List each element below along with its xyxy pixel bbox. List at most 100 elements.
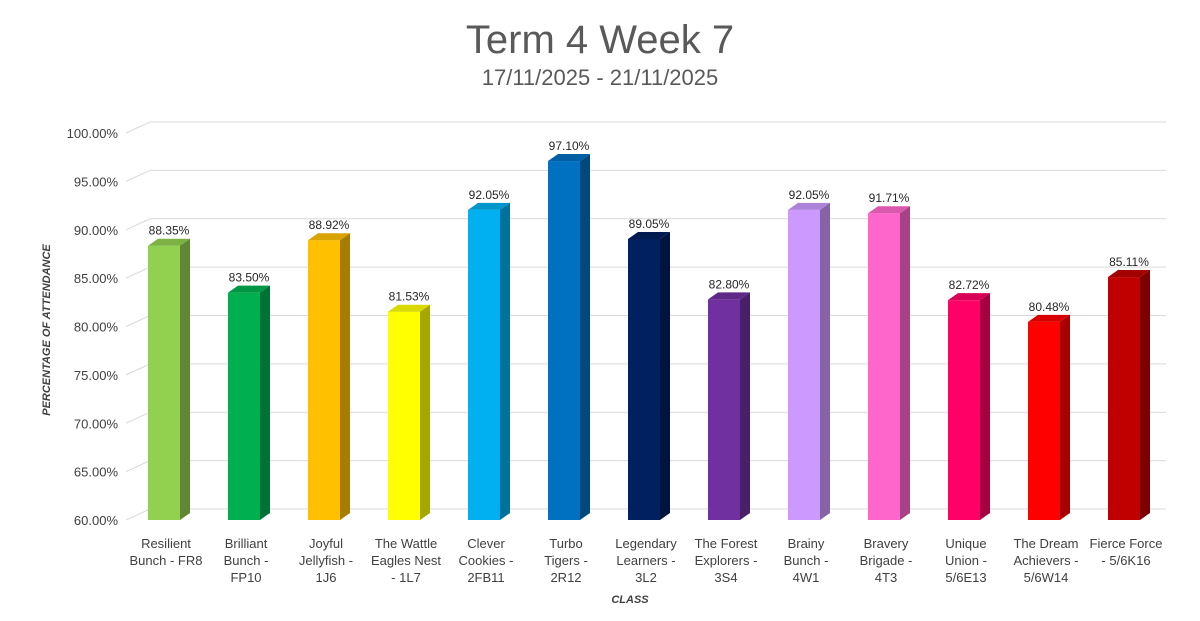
bar-side [660, 231, 670, 520]
category-label-line: Union - [945, 553, 987, 568]
y-tick-label: 90.00% [74, 223, 119, 238]
bar-top [228, 285, 270, 293]
category-label-line: Fierce Force [1090, 536, 1163, 551]
category-label-line: Bunch - FR8 [130, 553, 203, 568]
bar-side [500, 202, 510, 520]
category-label-line: Brainy [788, 536, 825, 551]
data-label: 89.05% [629, 217, 670, 231]
bar-top [308, 233, 350, 241]
category-label-line: - 1L7 [391, 570, 421, 585]
y-axis-ticks: 60.00% 65.00% 70.00% 75.00% 80.00% 85.00% 90.0… [67, 126, 119, 528]
bar-front [708, 299, 740, 520]
bar-side [900, 206, 910, 520]
category-label-line: Cookies - [459, 553, 514, 568]
bar-top [1028, 314, 1070, 322]
bar [788, 202, 830, 520]
data-label: 91.71% [869, 191, 910, 205]
bar-side [820, 202, 830, 520]
data-label: 80.48% [1029, 300, 1070, 314]
category-label: Brainy Bunch - 4W1 [784, 536, 829, 585]
category-label-line: Bravery [864, 536, 909, 551]
bar-front [948, 300, 980, 520]
bar-top [468, 202, 510, 210]
data-label: 82.80% [709, 277, 750, 291]
category-label-line: Explorers - [695, 553, 758, 568]
category-label-line: The Dream [1013, 536, 1078, 551]
data-label: 83.50% [229, 271, 270, 285]
bar-front [308, 240, 340, 520]
bar-front [1028, 321, 1060, 520]
gridline [125, 169, 1166, 182]
category-label-line: 5/6E13 [945, 570, 986, 585]
category-label-line: Joyful [309, 536, 343, 551]
x-axis-title: CLASS [611, 594, 649, 606]
y-tick-label: 70.00% [74, 416, 119, 431]
category-label-line: 3L2 [635, 570, 657, 585]
category-label-line: The Forest [695, 536, 758, 551]
bar-front [628, 238, 660, 520]
bar-top [868, 206, 910, 214]
category-label-line: Brilliant [225, 536, 268, 551]
y-tick-label: 60.00% [74, 513, 119, 528]
bar [148, 238, 190, 520]
category-label-line: Tigers - [544, 553, 588, 568]
category-label-line: The Wattle [375, 536, 437, 551]
category-label: Legendary Learners - 3L2 [615, 536, 677, 585]
bar-front [788, 209, 820, 520]
bar [228, 285, 270, 520]
bar-front [388, 311, 420, 520]
y-tick-label: 95.00% [74, 174, 119, 189]
bar-top [148, 238, 190, 246]
bar-top [708, 292, 750, 300]
bar-side [740, 292, 750, 520]
y-axis-title: PERCENTAGE OF ATTENDANCE [41, 244, 53, 416]
bar-front [468, 209, 500, 520]
category-label-line: 1J6 [316, 570, 337, 585]
category-label: Bravery Brigade - 4T3 [860, 536, 913, 585]
chart-subtitle: 17/11/2025 - 21/11/2025 [482, 65, 719, 90]
category-label-line: Jellyfish - [299, 553, 353, 568]
bar-side [340, 233, 350, 520]
category-label-line: Unique [945, 536, 986, 551]
category-label: The Forest Explorers - 3S4 [695, 536, 758, 585]
bar [868, 206, 910, 520]
category-label-line: Resilient [141, 536, 191, 551]
data-label: 85.11% [1109, 255, 1149, 269]
bar [628, 231, 670, 520]
category-label-line: Bunch - [224, 553, 269, 568]
category-label-line: Brigade - [860, 553, 913, 568]
category-label-line: Clever [467, 536, 505, 551]
bar [1108, 270, 1150, 520]
bar [468, 202, 510, 520]
bar-front [148, 245, 180, 520]
bar-top [388, 304, 430, 312]
category-label: The Wattle Eagles Nest - 1L7 [371, 536, 441, 585]
category-label-line: Legendary [615, 536, 677, 551]
bar [308, 233, 350, 520]
data-label: 97.10% [549, 139, 590, 153]
data-labels: 88.35% 83.50% 88.92% 81.53% 92.05% 97.10% 89.0… [149, 139, 1150, 314]
bar-front [548, 161, 580, 520]
bar [708, 292, 750, 520]
y-tick-label: 80.00% [74, 320, 119, 335]
category-label: Turbo Tigers - 2R12 [544, 536, 588, 585]
bar-front [1108, 277, 1140, 520]
y-tick-label: 100.00% [67, 126, 119, 141]
y-tick-label: 85.00% [74, 271, 119, 286]
bar-side [420, 304, 430, 520]
bar-side [1140, 270, 1150, 520]
bar-top [948, 293, 990, 301]
category-label-line: 4T3 [875, 570, 897, 585]
bar [1028, 314, 1070, 520]
category-label-line: Turbo [549, 536, 582, 551]
bar-side [1060, 314, 1070, 520]
category-label: Clever Cookies - 2FB11 [459, 536, 514, 585]
category-label: Brilliant Bunch - FP10 [224, 536, 269, 585]
category-label-line: 2FB11 [467, 570, 504, 585]
category-label-line: 3S4 [714, 570, 737, 585]
data-label: 81.53% [389, 290, 430, 304]
gridline [125, 121, 1166, 134]
category-label: Unique Union - 5/6E13 [945, 536, 987, 585]
category-label-line: Learners - [616, 553, 675, 568]
